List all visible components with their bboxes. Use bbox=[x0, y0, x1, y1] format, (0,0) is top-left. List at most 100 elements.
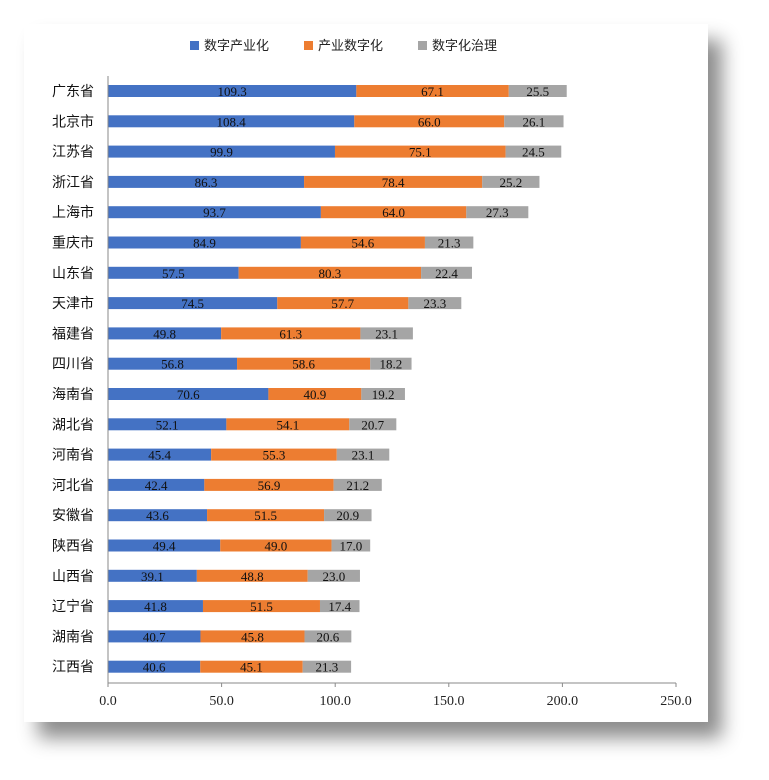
bar-segment bbox=[408, 297, 462, 310]
bar-segment bbox=[333, 478, 382, 491]
bar-segment bbox=[108, 145, 335, 158]
data-label: 20.9 bbox=[336, 508, 359, 523]
x-tick-label: 0.0 bbox=[99, 694, 117, 709]
data-label: 84.9 bbox=[193, 236, 216, 251]
bar-segment bbox=[331, 539, 371, 552]
data-label: 49.8 bbox=[153, 326, 176, 341]
legend-label-1: 数字产业化 bbox=[204, 39, 269, 54]
bar-segment bbox=[108, 569, 197, 582]
bar-segment bbox=[324, 509, 372, 522]
data-label: 43.6 bbox=[146, 508, 169, 523]
data-label: 19.2 bbox=[372, 387, 395, 402]
bar-segment bbox=[304, 630, 352, 643]
data-label: 74.5 bbox=[181, 296, 204, 311]
data-label: 99.9 bbox=[210, 145, 233, 160]
data-label: 45.8 bbox=[241, 629, 264, 644]
legend-label-3: 数字化治理 bbox=[432, 39, 497, 54]
bar-segment bbox=[300, 236, 425, 249]
legend: 数字产业化 产业数字化 数字化治理 bbox=[190, 39, 497, 54]
category-label: 辽宁省 bbox=[52, 598, 94, 615]
category-label: 重庆市 bbox=[52, 235, 94, 252]
category-label: 四川省 bbox=[52, 357, 94, 373]
bar-segment bbox=[196, 569, 308, 582]
data-label: 108.4 bbox=[217, 114, 247, 129]
bar-segment bbox=[220, 539, 332, 552]
data-label: 23.1 bbox=[375, 326, 398, 341]
data-label: 57.7 bbox=[331, 296, 354, 311]
bar-segment bbox=[320, 206, 467, 219]
data-label: 49.4 bbox=[153, 539, 176, 554]
data-label: 86.3 bbox=[195, 175, 218, 190]
bar-segment bbox=[108, 297, 278, 310]
data-label: 40.6 bbox=[143, 660, 166, 675]
data-label: 23.1 bbox=[352, 448, 375, 463]
data-label: 80.3 bbox=[318, 266, 341, 281]
data-label: 78.4 bbox=[382, 175, 405, 190]
bar-segment bbox=[334, 145, 506, 158]
x-tick-label: 100.0 bbox=[319, 694, 351, 709]
legend-label-2: 产业数字化 bbox=[318, 39, 383, 54]
bar-segment bbox=[361, 388, 405, 400]
category-label: 浙江省 bbox=[52, 175, 94, 191]
data-label: 24.5 bbox=[522, 145, 545, 160]
bar-segment bbox=[108, 478, 205, 491]
bar-segment bbox=[221, 327, 361, 340]
bar-segment bbox=[277, 297, 409, 310]
bar-segment bbox=[108, 630, 201, 643]
x-tick-label: 50.0 bbox=[209, 694, 234, 709]
data-label: 58.6 bbox=[292, 357, 315, 372]
bar-segment bbox=[336, 448, 390, 461]
data-label: 21.3 bbox=[438, 236, 461, 251]
bar-segment bbox=[424, 236, 474, 249]
axes-layer: 广东省北京市江苏省浙江省上海市重庆市山东省天津市福建省四川省海南省湖北省河南省河… bbox=[52, 76, 692, 709]
bar-segment bbox=[202, 600, 320, 613]
category-label: 北京市 bbox=[52, 113, 94, 130]
bar-segment bbox=[108, 660, 201, 673]
data-label: 45.4 bbox=[148, 448, 171, 463]
data-label: 20.7 bbox=[361, 417, 384, 432]
data-label: 40.9 bbox=[303, 387, 326, 402]
data-label: 17.4 bbox=[328, 599, 351, 614]
bar-segment bbox=[505, 145, 562, 158]
bar-segment bbox=[482, 175, 540, 188]
data-label: 41.8 bbox=[144, 599, 167, 614]
bar-segment bbox=[108, 85, 357, 97]
data-label: 56.8 bbox=[161, 357, 184, 372]
bar-segment bbox=[207, 509, 325, 522]
bar-segment bbox=[504, 115, 564, 128]
category-label: 山西省 bbox=[52, 569, 94, 585]
bar-segment bbox=[508, 85, 567, 97]
legend-swatch-2 bbox=[304, 41, 313, 50]
bar-segment bbox=[466, 206, 529, 219]
bar-segment bbox=[108, 357, 238, 370]
bar-segment bbox=[200, 630, 305, 643]
data-label: 18.2 bbox=[379, 357, 402, 372]
data-label: 55.3 bbox=[263, 448, 286, 463]
data-label: 40.7 bbox=[143, 629, 166, 644]
bar-segment bbox=[108, 175, 305, 188]
category-label: 陕西省 bbox=[52, 539, 94, 555]
category-label: 山东省 bbox=[52, 266, 94, 282]
data-label: 54.1 bbox=[276, 417, 299, 432]
data-label: 54.6 bbox=[352, 236, 375, 251]
data-label: 42.4 bbox=[145, 478, 168, 493]
data-label: 26.1 bbox=[523, 114, 546, 129]
category-label: 河南省 bbox=[52, 448, 94, 464]
data-label: 51.5 bbox=[250, 599, 273, 614]
data-label: 75.1 bbox=[409, 145, 432, 160]
data-label: 93.7 bbox=[203, 205, 226, 220]
data-label: 22.4 bbox=[435, 266, 458, 281]
bar-segment bbox=[268, 388, 362, 400]
legend-swatch-3 bbox=[418, 41, 427, 50]
data-label: 20.6 bbox=[317, 629, 340, 644]
data-label: 56.9 bbox=[258, 478, 281, 493]
category-label: 安徽省 bbox=[52, 508, 94, 524]
bar-segment bbox=[354, 115, 505, 128]
data-label: 64.0 bbox=[382, 205, 405, 220]
bar-segment bbox=[108, 600, 203, 613]
bar-segment bbox=[200, 660, 303, 673]
data-label: 70.6 bbox=[177, 387, 200, 402]
bar-segment bbox=[108, 206, 321, 219]
x-tick-label: 200.0 bbox=[547, 694, 579, 709]
x-tick-label: 250.0 bbox=[660, 694, 692, 709]
